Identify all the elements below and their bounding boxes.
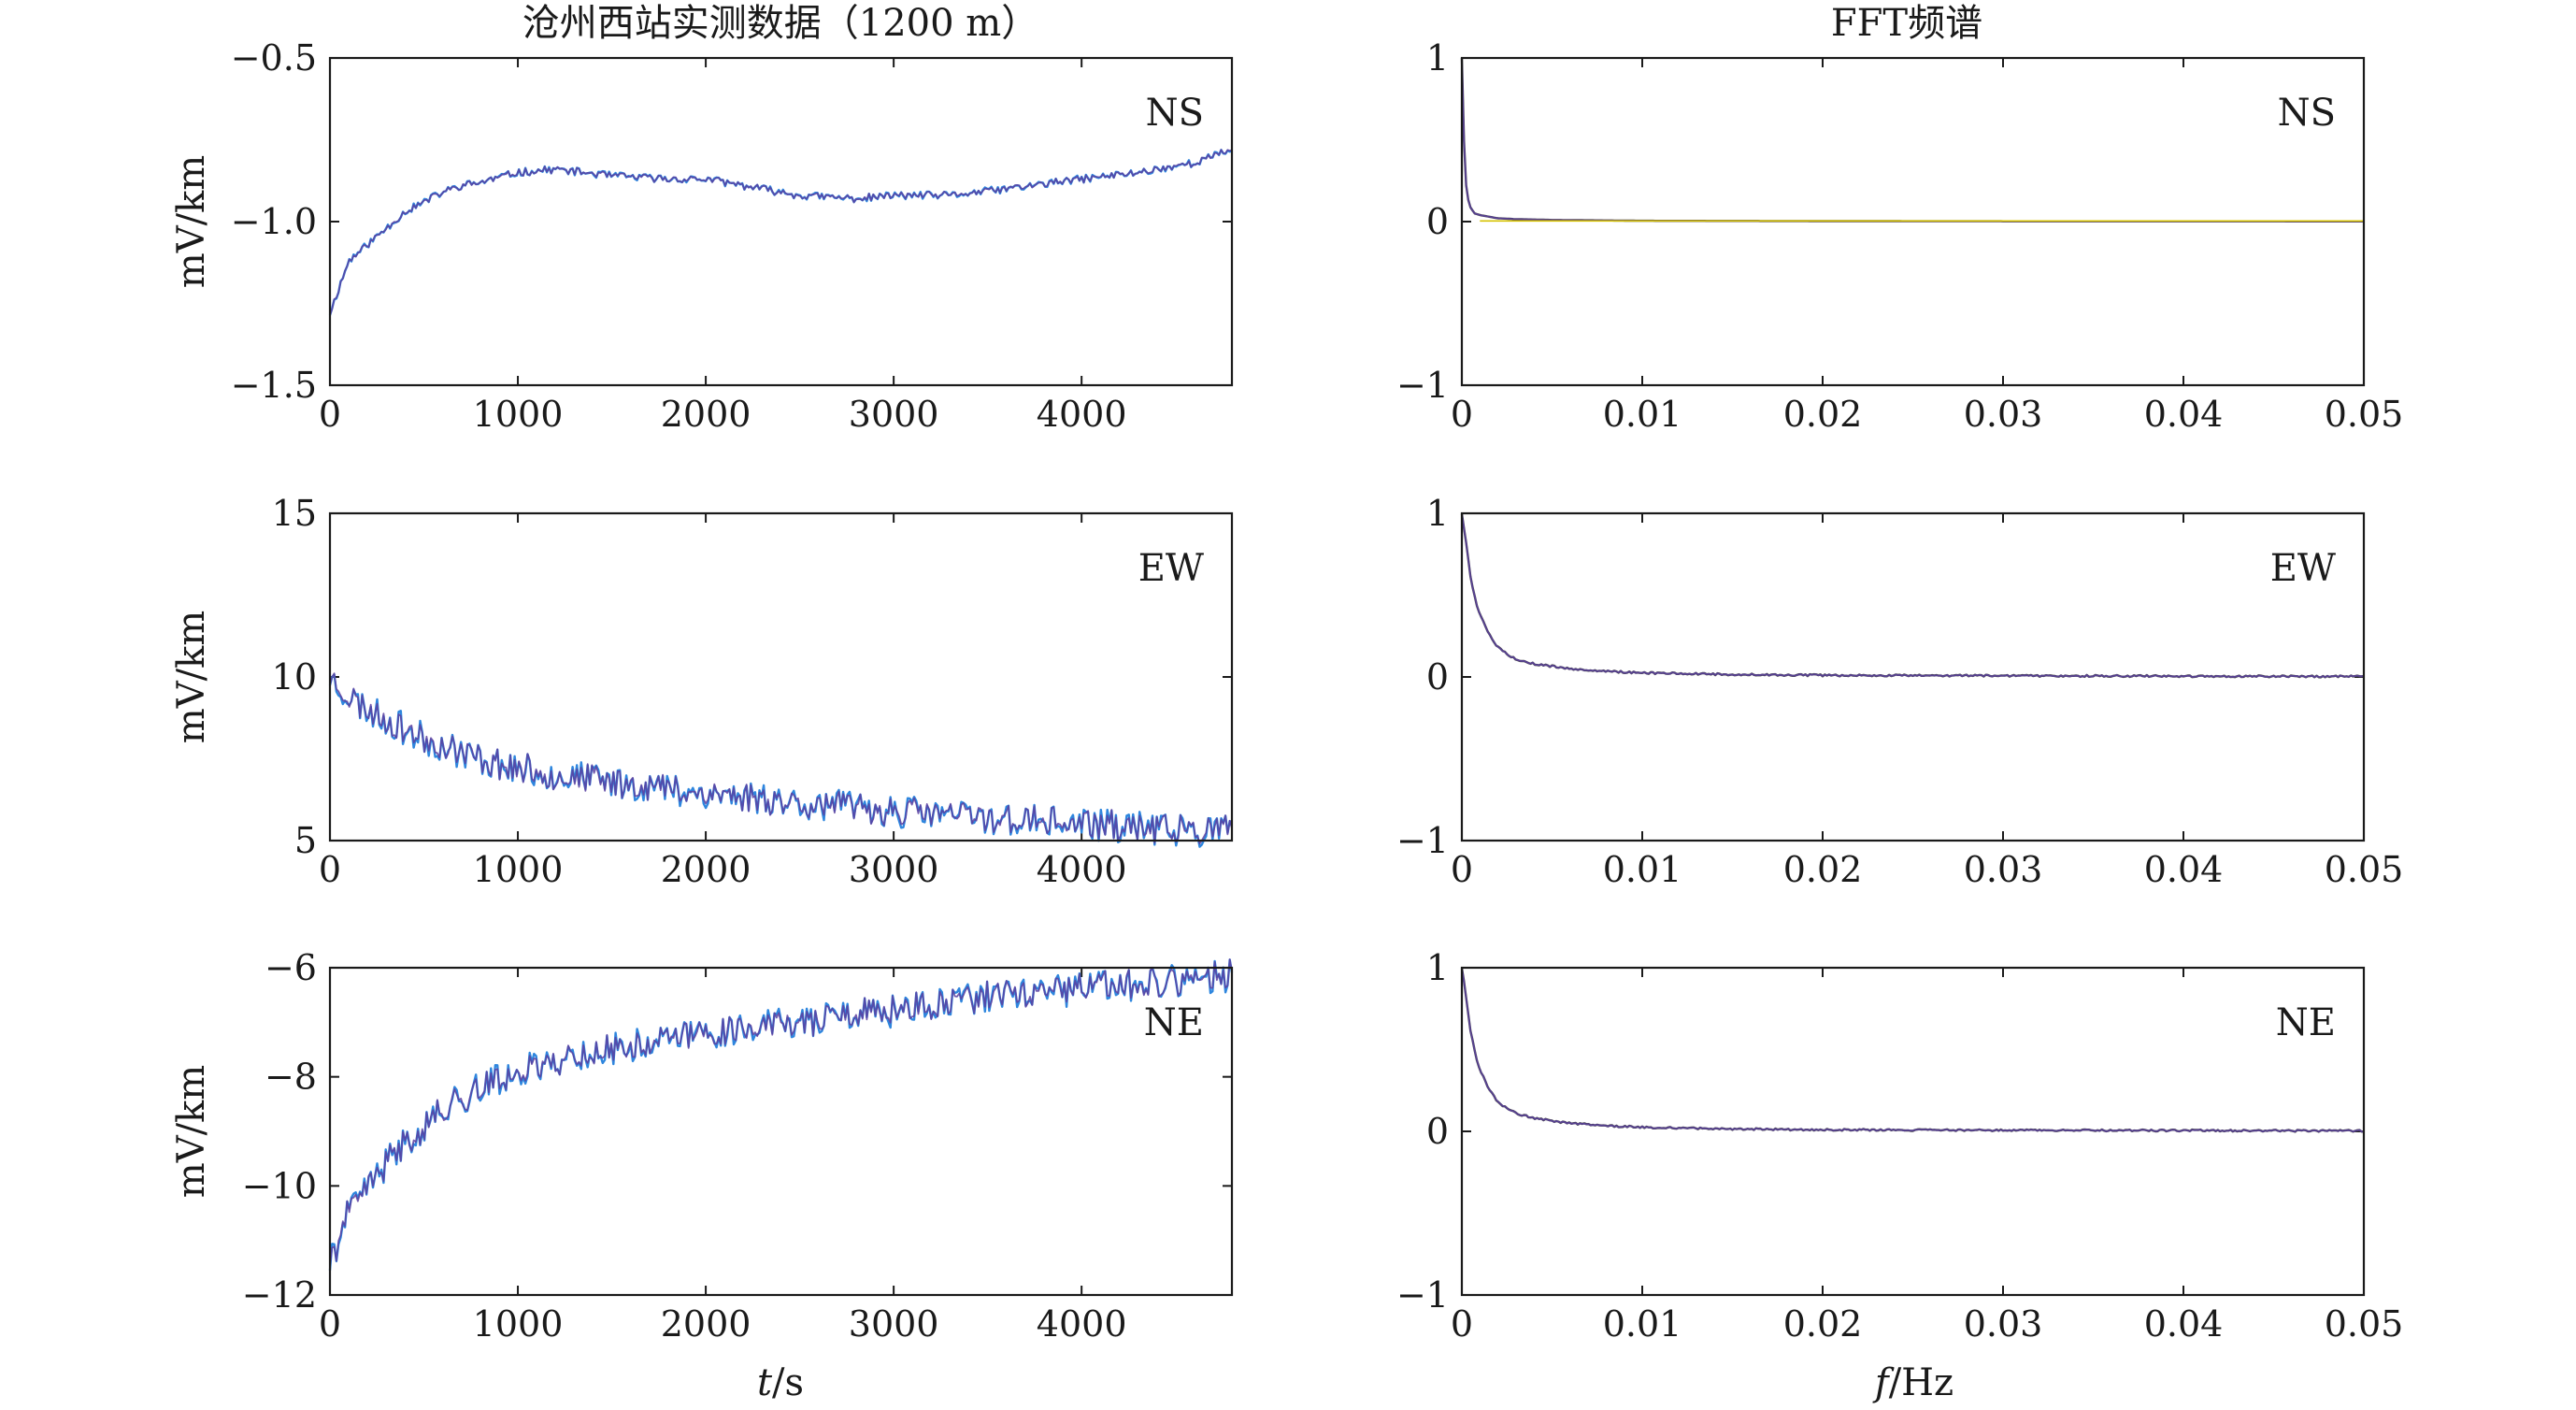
x-tick-label: 0 [319,849,341,890]
x-tick-label: 2000 [661,394,751,435]
series-line-a [328,958,1234,1271]
series-line-b [1461,968,2365,1133]
panel-ns-time: 0 1000 2000 3000 4000 −1.5 −1.0 −0.5 mV/km NS [170,37,1234,435]
x-tick-label: 0.01 [1603,849,1682,890]
y-tick-label: −8 [265,1057,317,1098]
y-tick-label: 5 [294,820,317,861]
x-tick-label: 0.04 [2144,1303,2224,1345]
series-line-b [329,672,1233,845]
y-tick-label: 0 [1426,656,1449,698]
x-tick-label: 3000 [849,1303,939,1345]
y-tick-label: −6 [265,947,317,988]
x-tick-label: 0.04 [2144,849,2224,890]
y-tick-label: 1 [1426,37,1449,79]
panel-label: EW [2270,547,2336,590]
series-line-b [1461,513,2365,679]
left-x-axis-label-var: t [757,1361,773,1404]
x-tick-label: 0 [1451,849,1473,890]
x-tick-label: 3000 [849,394,939,435]
y-axis-label: mV/km [170,155,213,288]
axes-frame [1460,966,2366,1297]
panel-label: NS [1146,92,1204,135]
x-tick-label: 0 [319,1303,341,1345]
y-tick-label: −0.5 [231,37,317,79]
x-tick-label: 0.02 [1783,849,1863,890]
y-tick-label: −12 [242,1274,317,1316]
series-line-b [1461,57,2364,223]
x-tick-label: 1000 [473,849,564,890]
panel-ne-time: 0 1000 2000 3000 4000 −12 −10 −8 −6 mV/km NE [170,947,1234,1345]
x-tick-label: 0.03 [1964,1303,2043,1345]
axes-frame [328,56,1234,387]
axes-frame [328,966,1234,1297]
axes-frame [328,511,1234,842]
y-tick-label: −1 [1396,820,1449,861]
x-tick-label: 0.04 [2144,394,2224,435]
x-tick-label: 0.01 [1603,1303,1682,1345]
x-tick-label: 1000 [473,394,564,435]
y-tick-label: 0 [1426,1111,1449,1152]
x-tick-label: 1000 [473,1303,564,1345]
y-tick-label: −1.0 [231,201,317,242]
left-column-title: 沧州西站实测数据（1200 m） [522,2,1038,45]
right-x-axis-label: f/Hz [1872,1361,1953,1404]
panel-ew-time: 0 1000 2000 3000 4000 5 10 15 mV/km EW [170,493,1234,890]
y-tick-label: 0 [1426,201,1449,242]
y-tick-label: 15 [272,493,317,534]
y-tick-label: −1 [1396,365,1449,406]
panel-label: NS [2278,92,2336,135]
series-line-b [329,958,1233,1267]
panel-label: NE [1144,1001,1204,1044]
x-tick-label: 4000 [1037,849,1127,890]
y-tick-label: −10 [242,1165,317,1206]
series-line-a [1460,968,2364,1133]
x-tick-label: 0 [1451,1303,1473,1345]
left-x-axis-label: t/s [757,1361,804,1404]
x-tick-label: 0.03 [1964,849,2043,890]
x-tick-label: 2000 [661,849,751,890]
x-tick-label: 4000 [1037,394,1127,435]
x-tick-label: 0.05 [2325,394,2404,435]
series-line-b [329,149,1233,316]
right-x-axis-label-unit: /Hz [1889,1361,1953,1404]
x-tick-label: 0.01 [1603,394,1682,435]
series-line-a [1460,57,2364,223]
panel-label: EW [1138,547,1204,590]
series-line-a [1460,513,2365,679]
x-tick-label: 0 [319,394,341,435]
x-tick-label: 3000 [849,849,939,890]
x-tick-label: 2000 [661,1303,751,1345]
x-tick-label: 4000 [1037,1303,1127,1345]
x-tick-label: 0.05 [2325,1303,2404,1345]
series-line-a [328,149,1233,316]
y-tick-label: −1.5 [231,365,317,406]
left-x-axis-label-unit: /s [772,1361,804,1404]
y-tick-label: −1 [1396,1274,1449,1316]
y-tick-label: 10 [272,656,317,698]
axes-frame [1460,56,2366,387]
panel-label: NE [2276,1001,2336,1044]
y-axis-label: mV/km [170,611,213,743]
y-axis-label: mV/km [170,1065,213,1198]
axes-frame [1460,511,2366,842]
x-tick-label: 0.05 [2325,849,2404,890]
x-tick-label: 0.03 [1964,394,2043,435]
y-tick-label: 1 [1426,947,1449,988]
y-tick-label: 1 [1426,493,1449,534]
right-column-title: FFT频谱 [1831,2,1982,45]
x-tick-label: 0.02 [1783,1303,1863,1345]
x-tick-label: 0 [1451,394,1473,435]
x-tick-label: 0.02 [1783,394,1863,435]
